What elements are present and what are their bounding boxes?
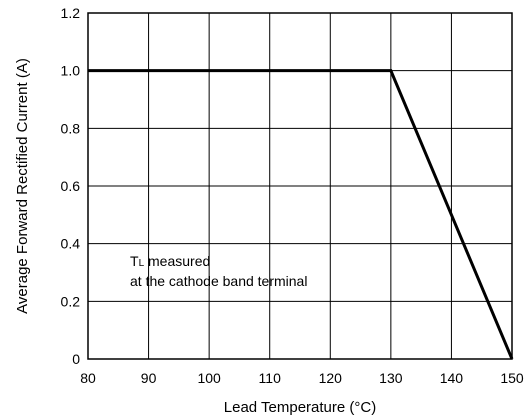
series-line [88, 69, 514, 360]
x-axis-label: Lead Temperature (°C) [224, 399, 376, 416]
annotation-line-2: at the cathode band terminal [130, 273, 307, 289]
y-tick-label-0.4: 0.4 [61, 236, 81, 252]
x-tick-label-120: 120 [319, 370, 343, 386]
annotation-measured: measured [144, 253, 210, 269]
y-tick-label-0.6: 0.6 [61, 178, 81, 194]
x-tick-label-140: 140 [440, 370, 464, 386]
y-tick-label-1.2: 1.2 [61, 5, 81, 21]
x-tick-labels: 80 90 100 110 120 130 140 150 [80, 370, 524, 386]
x-tick-label-130: 130 [379, 370, 403, 386]
x-tick-label-110: 110 [259, 370, 282, 386]
x-tick-label-80: 80 [80, 370, 96, 386]
y-tick-label-0.2: 0.2 [61, 293, 81, 309]
x-tick-label-90: 90 [141, 370, 157, 386]
y-tick-label-1.0: 1.0 [61, 63, 81, 79]
y-tick-label-0.8: 0.8 [61, 120, 81, 136]
y-tick-label-0: 0 [72, 351, 80, 367]
y-axis-label: Average Forward Rectified Current (A) [14, 58, 31, 314]
grid [87, 12, 513, 360]
annotation-line-1: TL measured [130, 253, 210, 269]
plot-frame [87, 12, 513, 360]
annotation-subscript: L [139, 258, 145, 269]
x-tick-label-150: 150 [500, 370, 524, 386]
annotation-t: T [130, 253, 139, 269]
x-tick-label-100: 100 [197, 370, 221, 386]
y-tick-labels: 0 0.2 0.4 0.6 0.8 1.0 1.2 [61, 5, 81, 367]
